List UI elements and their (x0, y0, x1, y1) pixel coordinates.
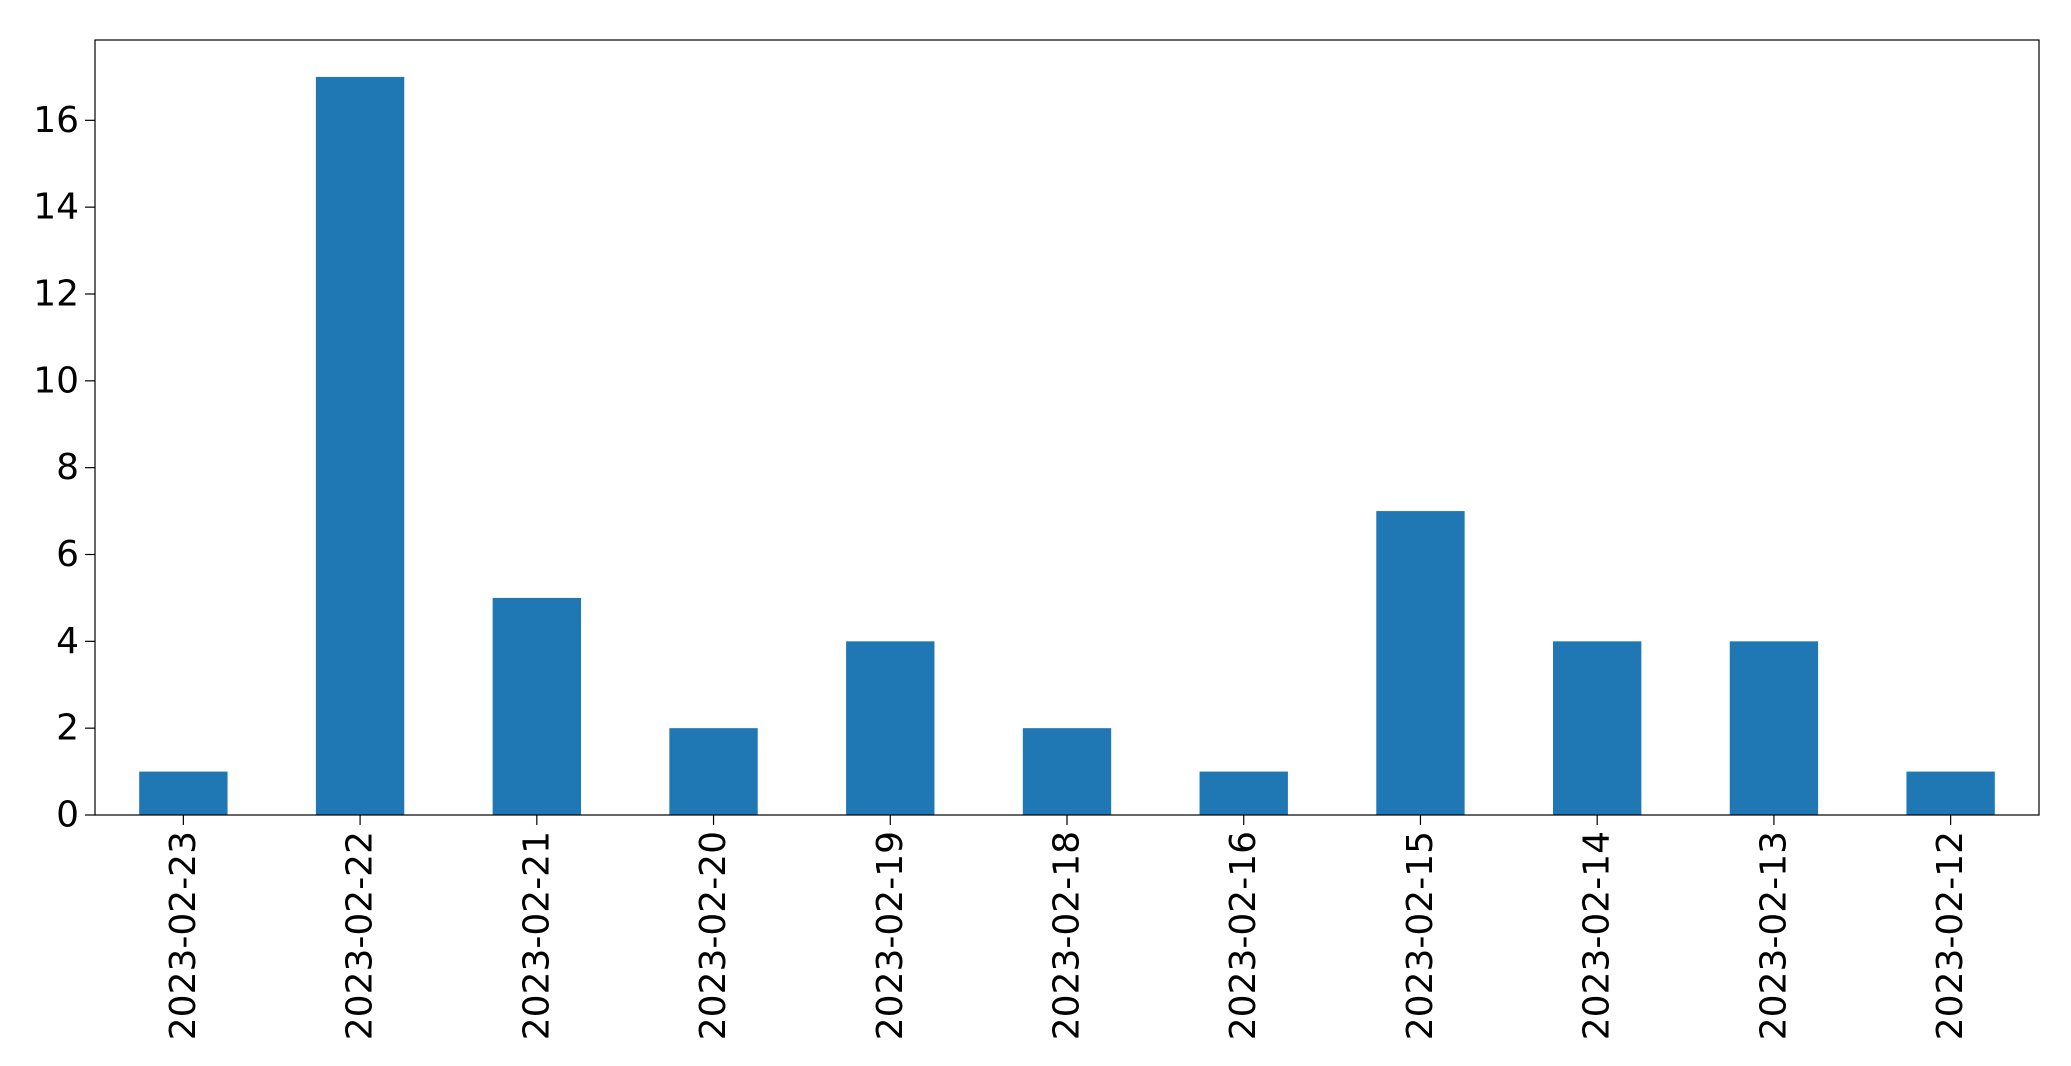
y-tick-label: 10 (33, 360, 79, 401)
bar (1022, 728, 1112, 815)
x-tick-label: 2023-02-16 (1223, 831, 1264, 1040)
x-axis: 2023-02-23 2023-02-22 2023-02-21 2023-02-20… (163, 815, 1971, 1040)
bar (1906, 771, 1995, 815)
y-tick-label: 12 (33, 273, 79, 314)
bar (1553, 641, 1642, 815)
y-tick-label: 14 (33, 187, 79, 228)
x-tick-label: 2023-02-13 (1753, 831, 1794, 1040)
y-tick-label: 6 (56, 534, 79, 575)
x-tick-label: 2023-02-18 (1047, 831, 1088, 1040)
bar (492, 597, 581, 815)
y-tick-label: 0 (56, 795, 79, 836)
y-tick-label: 8 (56, 447, 79, 488)
bar (1376, 511, 1465, 815)
x-tick-label: 2023-02-20 (693, 831, 734, 1040)
bar (1729, 641, 1819, 815)
bar (1199, 771, 1288, 815)
x-tick-label: 2023-02-21 (516, 831, 557, 1040)
bar (315, 76, 405, 815)
plot-frame (94, 39, 2040, 816)
x-tick-label: 2023-02-22 (340, 831, 381, 1040)
bar (139, 771, 228, 815)
x-tick-label: 2023-02-15 (1400, 831, 1441, 1040)
y-axis: 0 2 4 6 8 10 12 14 16 (33, 100, 95, 836)
y-tick-label: 16 (33, 100, 79, 141)
bar (669, 728, 758, 815)
bar (846, 641, 935, 815)
x-tick-label: 2023-02-23 (163, 831, 204, 1040)
y-tick-label: 2 (56, 708, 79, 749)
y-tick-label: 4 (56, 621, 79, 662)
x-tick-label: 2023-02-14 (1577, 831, 1618, 1040)
x-tick-label: 2023-02-12 (1930, 831, 1971, 1040)
x-tick-label: 2023-02-19 (870, 831, 911, 1040)
bars-layer (139, 76, 1995, 815)
